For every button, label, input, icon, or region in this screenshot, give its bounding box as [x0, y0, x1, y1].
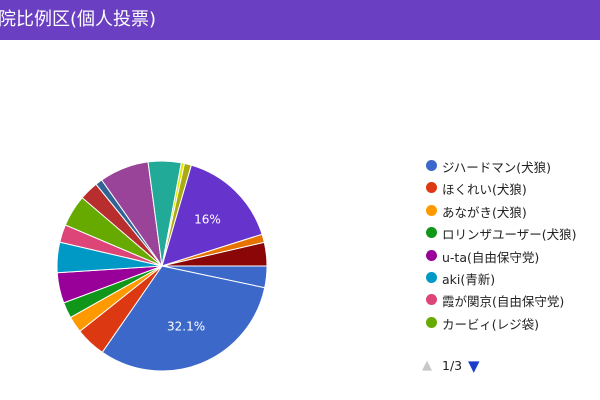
legend-swatch — [426, 271, 437, 283]
legend-label: あながき(犬狼) — [442, 204, 527, 220]
legend-label: ロリンザユーザー(犬狼) — [442, 227, 577, 243]
page-title: 院比例区(個人投票) — [0, 9, 157, 30]
legend-swatch — [426, 160, 437, 171]
header-bar: 院比例区(個人投票) — [0, 0, 600, 40]
page-indicator: 1/3 — [442, 358, 463, 373]
legend-label: カービィ(レジ袋) — [442, 316, 540, 332]
legend-item: ジハードマン(犬狼) — [420, 155, 600, 177]
legend-item: 霞が関京(自由保守党) — [420, 289, 600, 311]
legend-item: ロリンザユーザー(犬狼) — [420, 222, 600, 244]
pie-slice — [161, 164, 263, 267]
legend-label: ほくれい(犬狼) — [442, 182, 527, 198]
legend-item: カービィ(レジ袋) — [420, 312, 600, 334]
legend-swatch — [426, 204, 437, 216]
legend-label: u-ta(自由保守党) — [442, 249, 540, 265]
pie-chart: 32.1% 16% — [56, 160, 268, 372]
legend-item: aki(青新) — [420, 267, 600, 289]
pie-slice — [101, 265, 266, 372]
legend-label: ジハードマン(犬狼) — [442, 160, 552, 175]
legend-item: ほくれい(犬狼) — [420, 177, 600, 199]
legend-swatch — [426, 182, 437, 194]
legend-label: aki(青新) — [442, 271, 496, 287]
pie-slice-label: 32.1% — [167, 320, 205, 334]
legend-swatch — [426, 249, 437, 261]
legend-swatch — [426, 316, 437, 328]
legend-swatch — [426, 227, 437, 239]
pie-slice — [161, 241, 268, 267]
triangle-down-icon[interactable]: ▼ — [468, 357, 480, 375]
legend: ジハードマン(犬狼) ほくれい(犬狼) あながき(犬狼) ロリンザユーザー(犬狼… — [420, 155, 600, 334]
triangle-up-icon[interactable]: ▲ — [422, 358, 432, 373]
legend-label: 霞が関京(自由保守党) — [442, 294, 565, 310]
pie-slice-label: 16% — [194, 212, 221, 226]
legend-swatch — [426, 294, 437, 306]
legend-item: あながき(犬狼) — [420, 200, 600, 222]
legend-item: u-ta(自由保守党) — [420, 245, 600, 267]
